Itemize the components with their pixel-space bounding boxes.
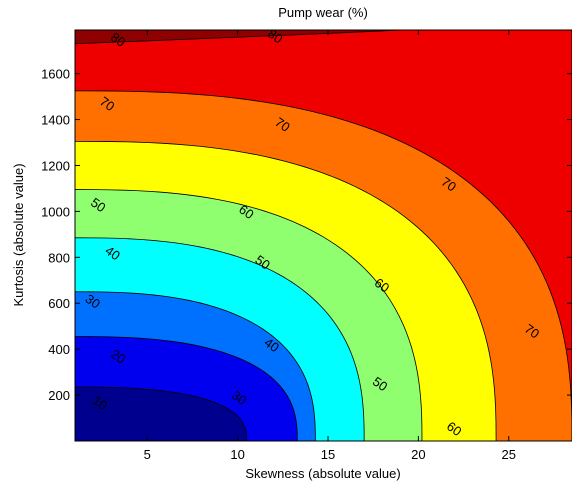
y-tick-label: 200 <box>48 388 70 403</box>
contour-label-40: 40 <box>261 335 281 356</box>
contour-label-70: 70 <box>272 114 292 135</box>
y-tick-label: 400 <box>48 342 70 357</box>
x-tick-label: 10 <box>230 447 244 462</box>
x-tick-label: 15 <box>321 447 335 462</box>
x-ticks: 5 10 15 20 25 <box>144 30 516 462</box>
y-tick-label: 1400 <box>41 113 70 128</box>
contour-labels: 10 20 30 30 40 40 50 50 50 60 60 60 70 70 70 70 80 80 <box>83 26 543 439</box>
contour-label-50: 50 <box>88 195 108 216</box>
contour-line-60 <box>75 140 497 441</box>
contour-line-70 <box>75 90 572 441</box>
x-tick-label: 5 <box>144 447 151 462</box>
contour-label-40: 40 <box>102 243 122 264</box>
contour-line-30 <box>75 291 316 441</box>
contour-line-80 <box>75 30 412 45</box>
contour-label-60: 60 <box>372 275 392 296</box>
contour-label-30: 30 <box>229 387 249 408</box>
contour-label-70: 70 <box>439 174 459 195</box>
band-above-70 <box>75 30 572 441</box>
x-axis-label: Skewness (absolute value) <box>245 466 400 481</box>
contour-line-50 <box>75 189 423 441</box>
contour-label-80: 80 <box>265 26 285 47</box>
y-tick-label: 1000 <box>41 204 70 219</box>
plot-frame <box>74 29 572 442</box>
y-ticks: 200 400 600 800 1000 1200 1400 1600 <box>41 67 572 403</box>
contour-line-40 <box>75 237 365 441</box>
contour-lines <box>75 30 572 441</box>
contour-label-10: 10 <box>90 393 110 414</box>
contour-line-20 <box>75 336 298 441</box>
x-tick-label: 20 <box>411 447 425 462</box>
contour-label-70: 70 <box>522 321 542 342</box>
contour-label-50: 50 <box>252 252 272 273</box>
contour-label-50: 50 <box>370 374 390 395</box>
chart-title: Pump wear (%) <box>278 5 368 20</box>
y-tick-label: 800 <box>48 250 70 265</box>
contour-label-30: 30 <box>83 291 103 312</box>
contour-label-80: 80 <box>108 29 128 50</box>
contour-label-70: 70 <box>97 94 117 115</box>
contour-line-10 <box>75 386 248 441</box>
y-tick-label: 1600 <box>41 67 70 82</box>
y-axis-label: Kurtosis (absolute value) <box>11 163 26 306</box>
x-tick-label: 25 <box>502 447 516 462</box>
contour-label-60: 60 <box>236 202 256 223</box>
contour-label-60: 60 <box>444 418 464 439</box>
y-tick-label: 1200 <box>41 158 70 173</box>
contour-label-20: 20 <box>108 346 128 367</box>
y-tick-label: 600 <box>48 296 70 311</box>
